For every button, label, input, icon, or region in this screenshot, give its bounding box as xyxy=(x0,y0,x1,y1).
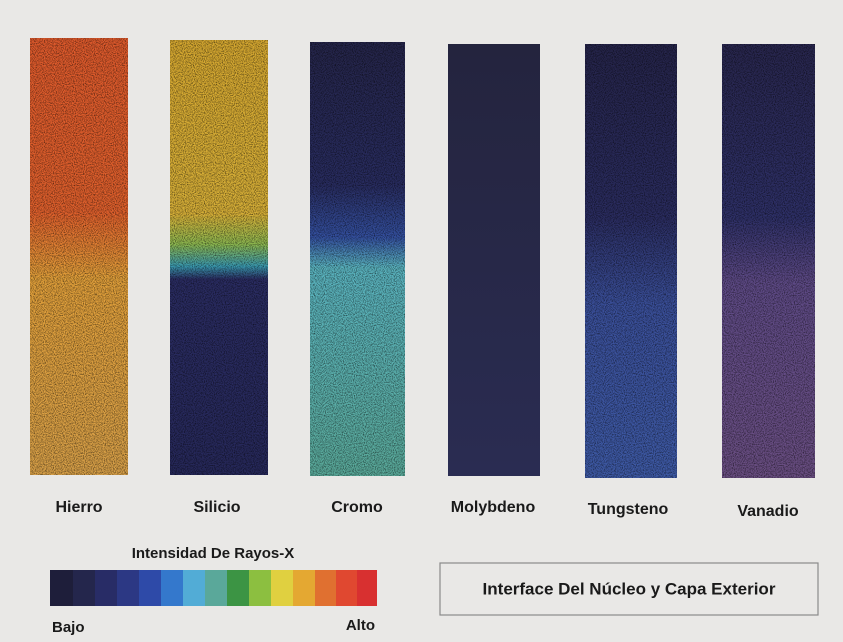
scale-swatch xyxy=(95,570,117,606)
legend-low: Bajo xyxy=(52,619,85,636)
caption-border xyxy=(439,562,819,616)
color-scale xyxy=(50,570,377,606)
panel-label: Silicio xyxy=(193,499,240,516)
legend-title: Intensidad De Rayos-X xyxy=(132,545,295,562)
scale-swatch xyxy=(293,570,315,606)
scale-swatch xyxy=(227,570,249,606)
scale-swatch xyxy=(315,570,336,606)
caption-box: Interface Del Núcleo y Capa Exterior xyxy=(439,562,819,616)
color-legend: Intensidad De Rayos-X Bajo Alto xyxy=(50,545,377,636)
map-molybdeno xyxy=(448,44,540,476)
texture xyxy=(722,44,815,478)
caption: Interface Del Núcleo y Capa Exterior xyxy=(483,579,776,598)
scale-swatch xyxy=(183,570,205,606)
map-texture xyxy=(30,38,815,478)
scale-swatch xyxy=(73,570,95,606)
panel-label: Hierro xyxy=(55,499,102,516)
scale-swatch xyxy=(161,570,183,606)
legend-high: Alto xyxy=(346,617,375,634)
scale-swatch xyxy=(271,570,293,606)
panel-label: Tungsteno xyxy=(588,501,669,518)
scale-swatch xyxy=(50,570,73,606)
scale-swatch xyxy=(117,570,139,606)
scale-swatch xyxy=(336,570,357,606)
texture xyxy=(585,44,677,478)
texture xyxy=(170,40,268,475)
texture xyxy=(310,42,405,476)
panel-label: Molybdeno xyxy=(451,499,536,516)
panel-label: Cromo xyxy=(331,499,383,516)
element-maps xyxy=(30,38,815,478)
panel-labels: Hierro Silicio Cromo Molybdeno Tungsteno… xyxy=(55,499,798,520)
panel-label: Vanadio xyxy=(737,503,799,520)
scale-swatch xyxy=(357,570,377,606)
scale-swatch xyxy=(249,570,271,606)
scale-swatch xyxy=(205,570,227,606)
texture xyxy=(30,38,128,475)
scale-swatch xyxy=(139,570,161,606)
